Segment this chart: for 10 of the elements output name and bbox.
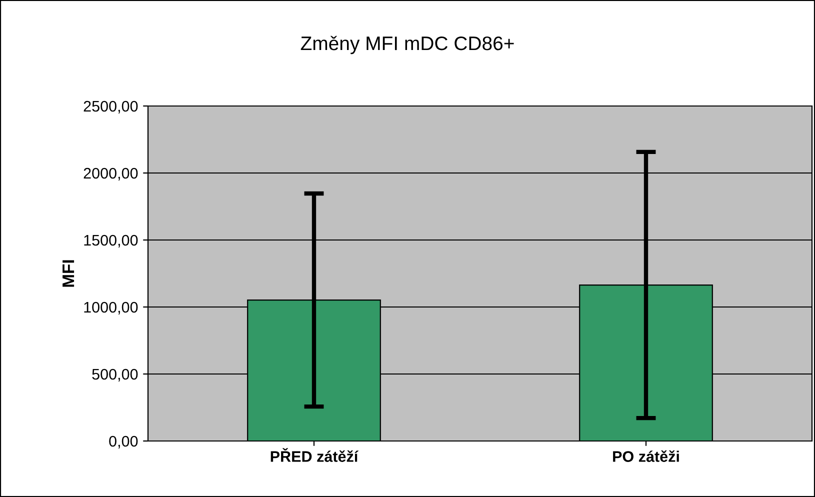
y-tick-label: 0,00 — [109, 436, 138, 448]
y-tick-label: 500,00 — [92, 368, 138, 382]
y-tick-label: 1500,00 — [84, 234, 138, 248]
y-tick-label: 1000,00 — [84, 302, 138, 314]
x-tick-label: PŘED zátěží — [270, 448, 359, 462]
chart-title: Změny MFI mDC CD86+ — [300, 36, 514, 54]
y-tick-label: 2000,00 — [84, 168, 138, 180]
y-tick-label: 2500,00 — [84, 100, 138, 114]
y-axis-title: MFI — [62, 260, 74, 287]
x-tick-label: PO zátěži — [613, 450, 679, 462]
